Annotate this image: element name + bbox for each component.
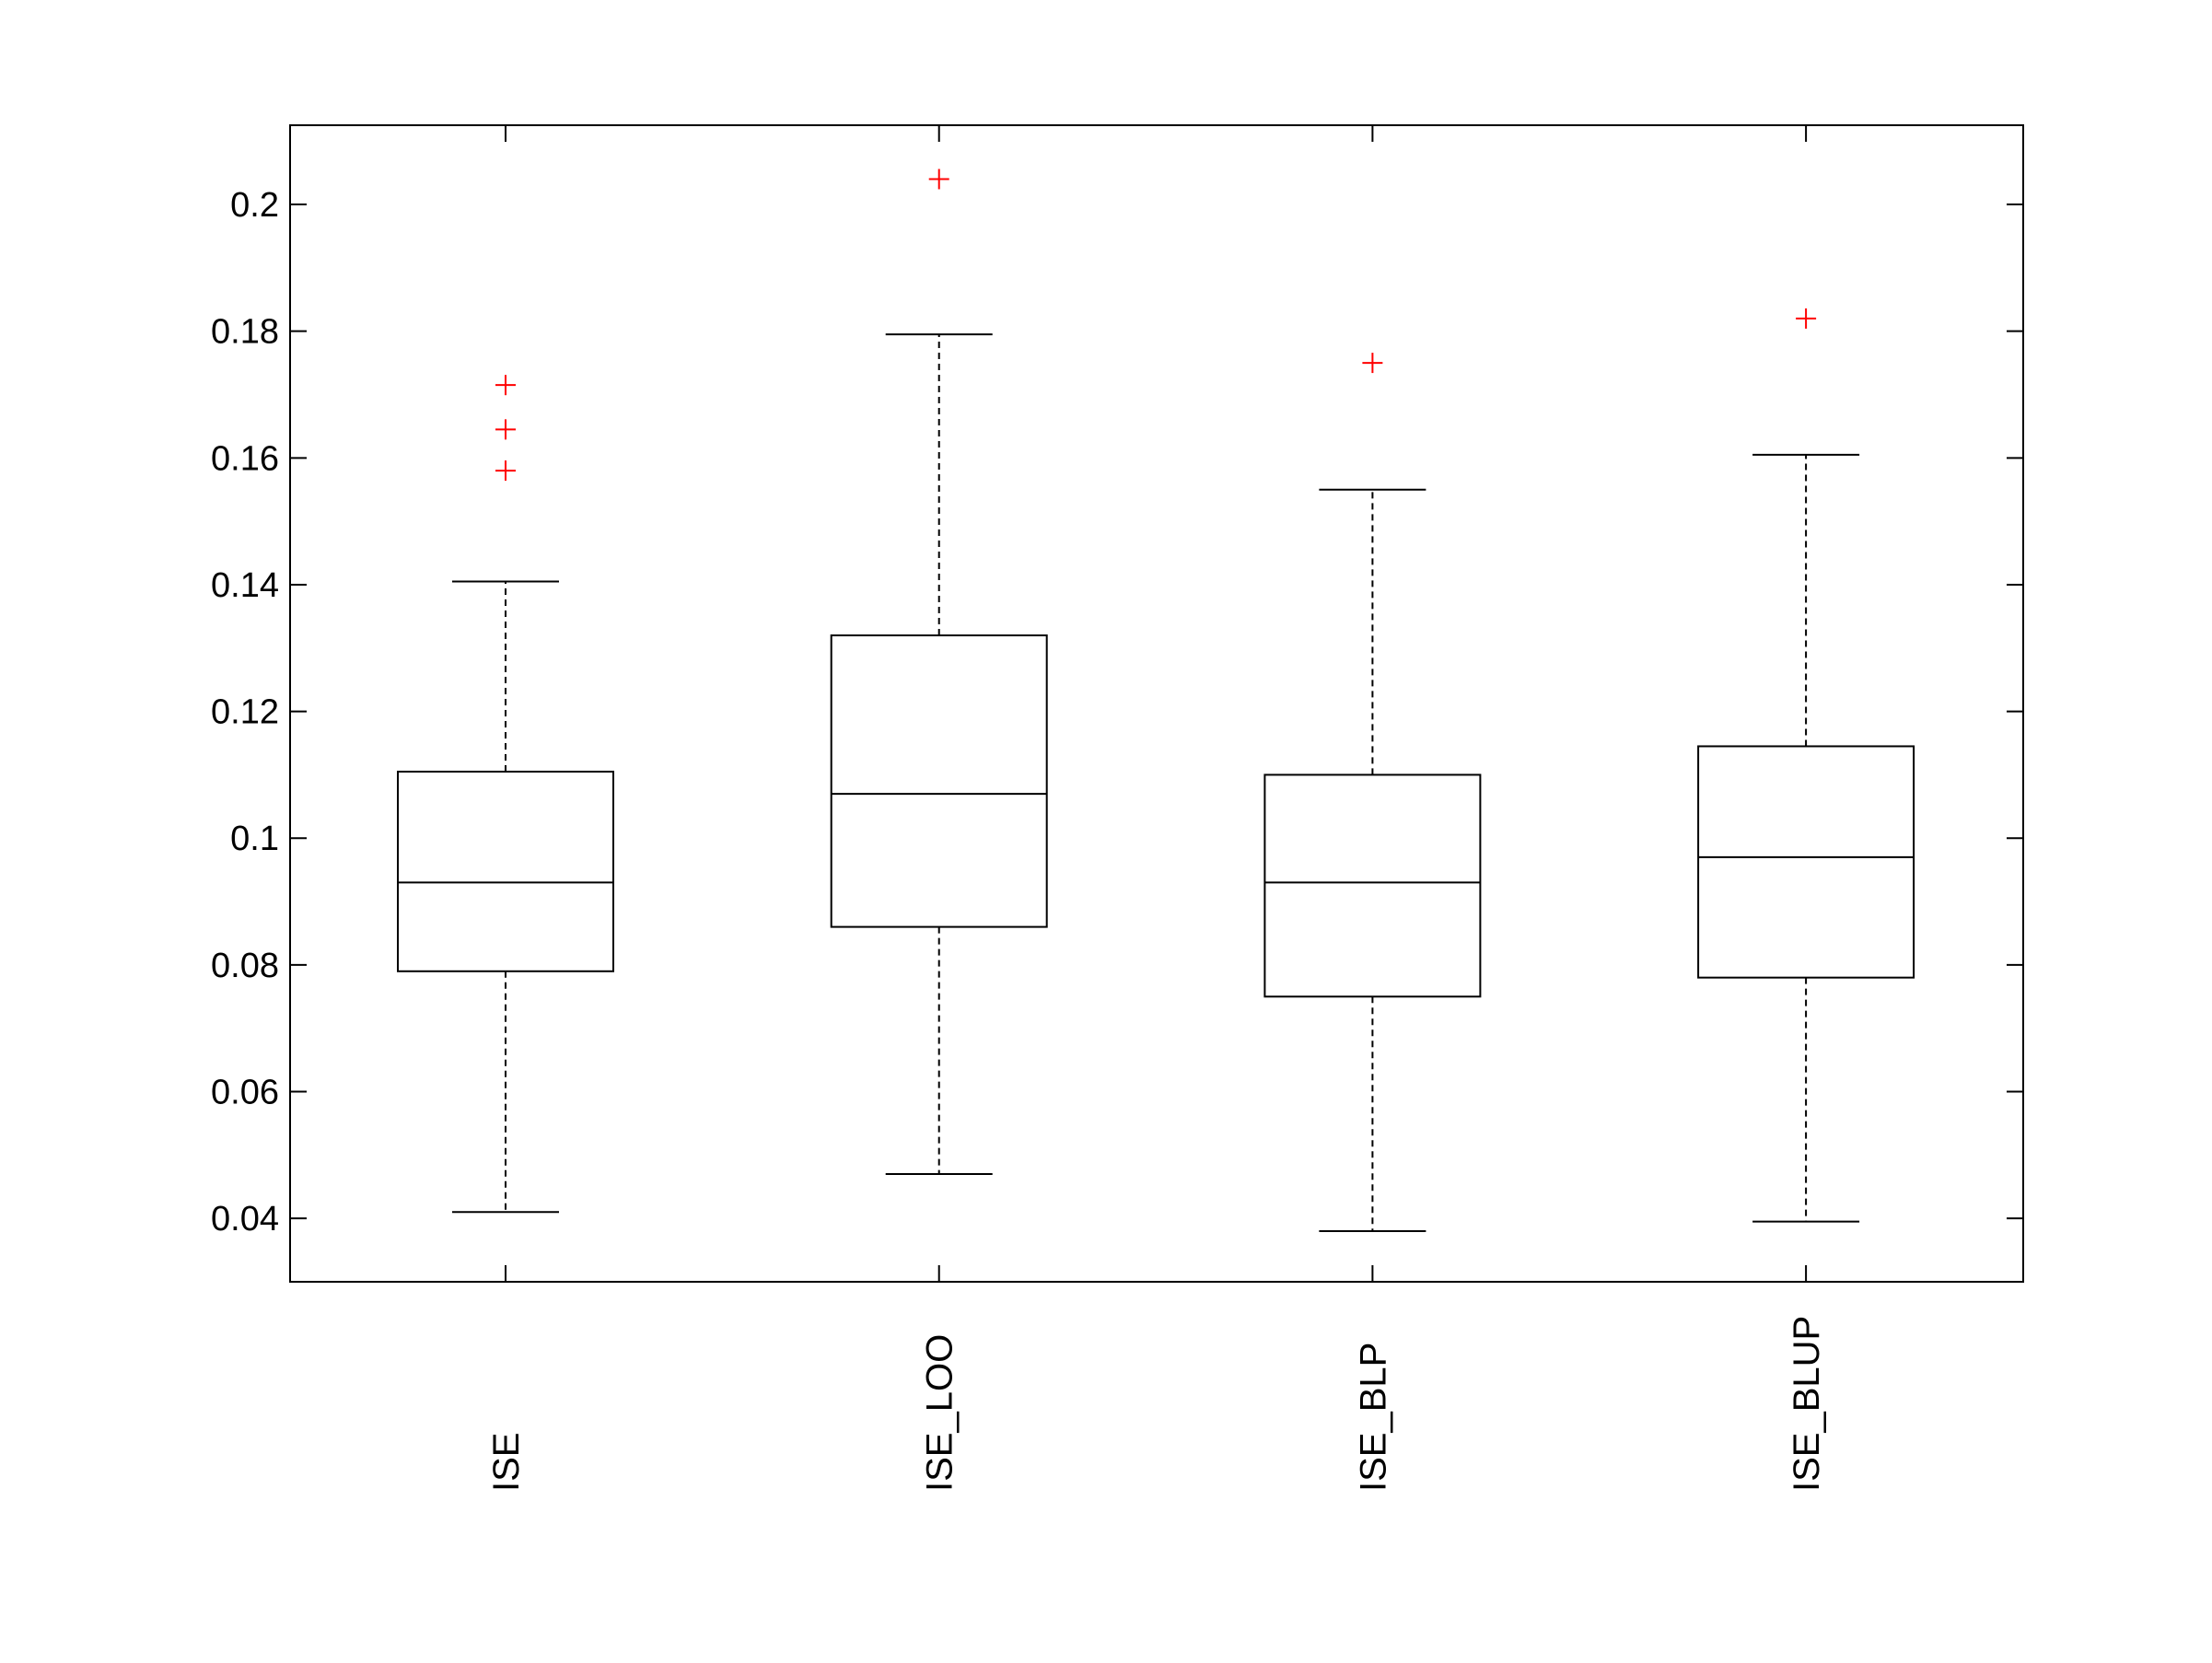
y-tick-label: 0.12: [211, 693, 279, 732]
outlier-marker: [928, 169, 949, 190]
y-tick-label: 0.04: [211, 1200, 279, 1239]
box-group-ise: [397, 375, 614, 1214]
x-category-label: ISE_BLUP: [1787, 1316, 1827, 1492]
box-group-ise-blup: [1697, 308, 1915, 1223]
iqr-box: [830, 634, 1048, 928]
iqr-box: [1263, 773, 1482, 998]
y-tick-label: 0.1: [230, 820, 279, 858]
x-category-label: ISE_LOO: [920, 1334, 960, 1492]
y-tick-label: 0.2: [230, 186, 279, 225]
y-tick-label: 0.16: [211, 439, 279, 478]
iqr-box: [1697, 745, 1915, 979]
labels-layer: 0.04 0.06 0.08 0.1 0.12 0.14 0.16 0.18 0.2 ISE ISE…: [211, 186, 1827, 1492]
outlier-marker: [495, 419, 516, 440]
y-tick-label: 0.06: [211, 1074, 279, 1112]
outlier-marker: [495, 375, 516, 396]
outlier-marker: [495, 460, 516, 482]
box-group-ise-blp: [1263, 353, 1482, 1232]
boxes-layer: [397, 169, 1915, 1232]
y-tick-label: 0.08: [211, 947, 279, 985]
axes-layer: [289, 124, 2024, 1283]
plot-frame: [289, 124, 2024, 1283]
outlier-marker: [1362, 353, 1383, 374]
y-tick-label: 0.18: [211, 313, 279, 352]
iqr-box: [397, 770, 614, 972]
box-group-ise-loo: [830, 169, 1048, 1176]
y-tick-label: 0.14: [211, 566, 279, 605]
x-category-label: ISE: [486, 1433, 527, 1492]
x-category-label: ISE_BLP: [1353, 1343, 1393, 1492]
outlier-marker: [1796, 308, 1817, 329]
